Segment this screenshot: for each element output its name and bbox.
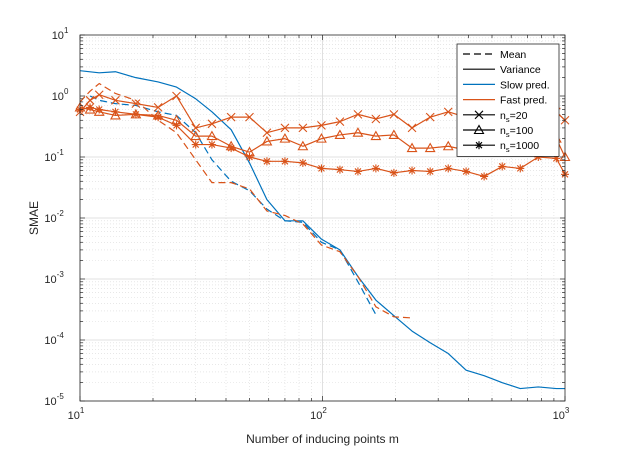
data-point-star-marker bbox=[498, 162, 507, 171]
data-point-triangle-marker bbox=[442, 140, 454, 151]
y-tick-label: 10-4 bbox=[44, 331, 64, 347]
data-point-triangle-marker bbox=[370, 130, 382, 141]
data-point-x-marker bbox=[407, 123, 417, 133]
series-5 bbox=[76, 103, 569, 181]
data-point-x-marker bbox=[85, 95, 95, 105]
data-point-star-marker bbox=[516, 164, 525, 173]
legend-label: Fast pred. bbox=[500, 95, 547, 107]
data-point-star-marker bbox=[191, 140, 200, 149]
data-point-triangle-marker bbox=[206, 130, 218, 141]
y-axis-label: SMAE bbox=[27, 201, 41, 235]
legend-label: Slow pred. bbox=[500, 79, 550, 91]
tick-labels: 101 102 103 10-5 10-4 10-3 10-2 10-1 100 101 bbox=[44, 26, 569, 422]
data-point-star-marker bbox=[408, 166, 417, 175]
legend-label: ns=20 bbox=[500, 110, 528, 124]
series-2 bbox=[79, 82, 413, 319]
legend-label: Variance bbox=[500, 64, 541, 76]
data-point-triangle-marker bbox=[297, 140, 309, 151]
data-point-star-marker bbox=[86, 103, 95, 112]
x-tick-label: 103 bbox=[553, 406, 570, 422]
legend-entry: ns=20 bbox=[463, 110, 528, 124]
legend-entry: ns=1000 bbox=[463, 140, 539, 154]
y-tick-label: 10-3 bbox=[44, 270, 64, 286]
legend-label: ns=1000 bbox=[500, 140, 539, 154]
data-point-star-marker bbox=[335, 165, 344, 174]
data-point-x-marker bbox=[131, 99, 141, 109]
series-1 bbox=[79, 70, 565, 390]
data-point-star-marker bbox=[172, 121, 181, 130]
data-point-star-marker bbox=[207, 140, 216, 149]
data-point-star-marker bbox=[227, 144, 236, 153]
data-point-star-marker bbox=[245, 153, 254, 161]
data-point-star-marker bbox=[475, 141, 483, 150]
data-point-triangle-marker bbox=[388, 129, 400, 139]
axes bbox=[79, 34, 566, 402]
data-point-triangle-marker bbox=[424, 142, 436, 153]
data-point-x-marker bbox=[262, 128, 272, 138]
data-point-triangle-marker bbox=[261, 135, 273, 146]
data-point-triangle-marker bbox=[109, 109, 121, 120]
y-tick-label: 10-5 bbox=[44, 392, 64, 408]
data-point-star-marker bbox=[353, 167, 362, 176]
data-point-star-marker bbox=[154, 113, 163, 122]
data-point-star-marker bbox=[111, 107, 120, 116]
data-point-x-marker bbox=[389, 109, 399, 119]
legend-label: ns=100 bbox=[500, 125, 533, 139]
data-point-triangle-marker bbox=[190, 130, 202, 141]
data-point-x-marker bbox=[111, 95, 120, 105]
series-line bbox=[79, 70, 565, 390]
data-point-x-marker bbox=[94, 90, 104, 100]
data-point-x-marker bbox=[298, 123, 308, 133]
legend-entry: Slow pred. bbox=[463, 79, 550, 91]
data-point-triangle-marker bbox=[334, 129, 346, 139]
legend-entry: Fast pred. bbox=[463, 95, 547, 107]
data-point-star-marker bbox=[298, 158, 307, 167]
data-point-star-marker bbox=[371, 164, 380, 173]
data-point-star-marker bbox=[131, 110, 140, 119]
data-point-star-marker bbox=[480, 172, 489, 181]
legend-entry: Mean bbox=[463, 49, 526, 61]
data-point-star-marker bbox=[462, 167, 471, 176]
y-tick-label: 100 bbox=[52, 87, 69, 103]
data-point-star-marker bbox=[389, 168, 398, 177]
legend-entry: Variance bbox=[463, 64, 541, 76]
x-tick-label: 101 bbox=[68, 406, 85, 422]
data-point-x-marker bbox=[353, 109, 363, 119]
data-point-x-marker bbox=[191, 123, 201, 133]
legend-entry: ns=100 bbox=[463, 124, 533, 139]
data-point-triangle-marker bbox=[352, 127, 364, 137]
data-point-star-marker bbox=[317, 164, 326, 173]
data-point-x-marker bbox=[172, 91, 181, 101]
data-point-x-marker bbox=[153, 103, 163, 112]
data-point-triangle-marker bbox=[406, 142, 418, 153]
y-tick-label: 10-1 bbox=[44, 148, 64, 164]
series-line bbox=[79, 82, 413, 319]
data-point-x-marker bbox=[207, 119, 217, 129]
data-point-triangle-marker bbox=[473, 124, 485, 135]
data-point-x-marker bbox=[425, 112, 435, 122]
data-point-x-marker bbox=[371, 114, 381, 124]
data-point-x-marker bbox=[317, 120, 326, 130]
x-tick-label: 102 bbox=[310, 406, 327, 422]
data-point-star-marker bbox=[95, 105, 104, 114]
data-point-x-marker bbox=[443, 107, 453, 117]
data-point-x-marker bbox=[474, 110, 484, 120]
y-tick-label: 10-2 bbox=[44, 209, 64, 225]
data-point-x-marker bbox=[280, 123, 290, 133]
x-axis-label: Number of inducing points m bbox=[246, 432, 399, 446]
data-point-triangle-marker bbox=[316, 133, 327, 143]
data-point-x-marker bbox=[335, 117, 345, 127]
data-point-star-marker bbox=[426, 167, 435, 176]
data-point-star-marker bbox=[444, 164, 453, 173]
legend-label: Mean bbox=[500, 49, 526, 61]
data-point-x-marker bbox=[245, 112, 254, 122]
y-tick-label: 101 bbox=[52, 26, 69, 42]
data-point-star-marker bbox=[262, 157, 271, 166]
data-point-x-marker bbox=[226, 112, 236, 122]
data-point-star-marker bbox=[280, 157, 289, 166]
data-point-triangle-marker bbox=[279, 133, 291, 143]
